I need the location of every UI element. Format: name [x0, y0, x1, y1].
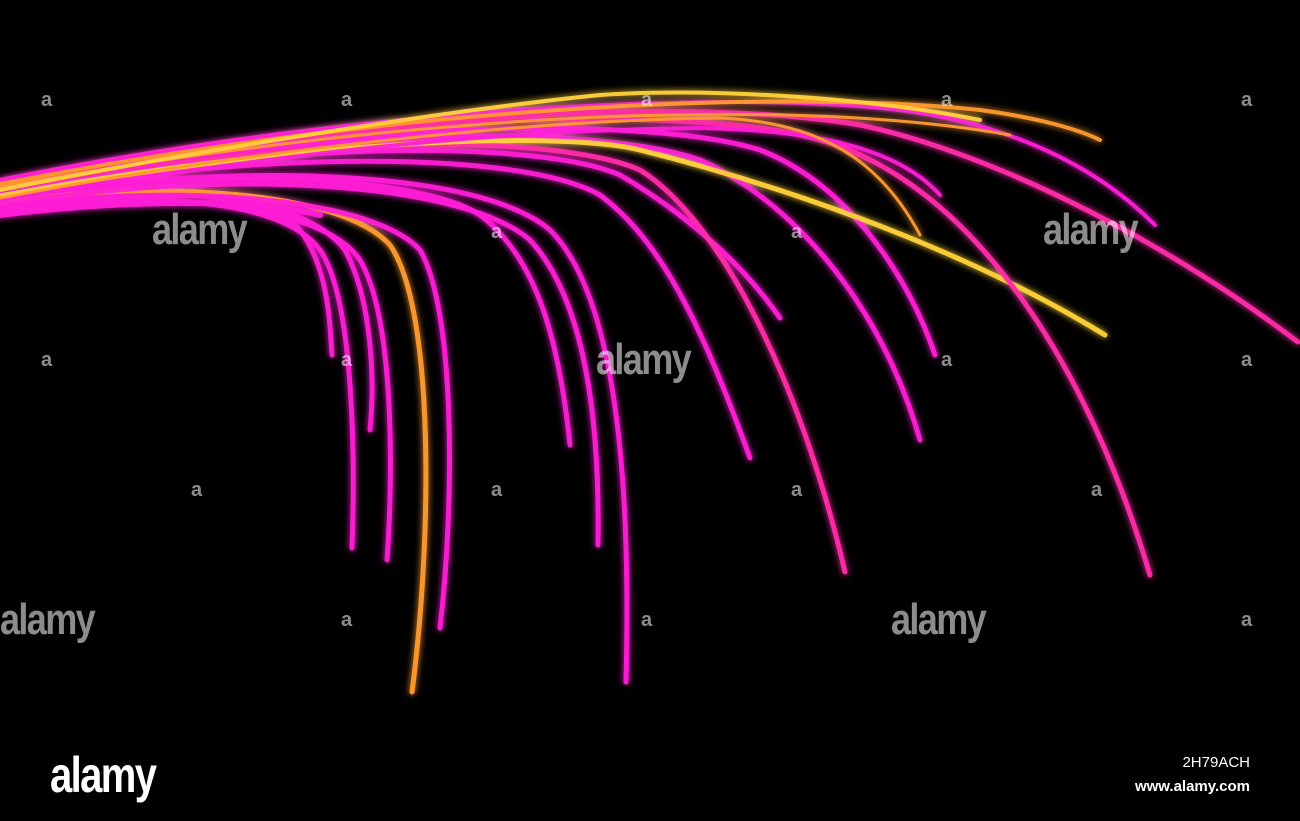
- watermark-letter: a: [1241, 349, 1253, 371]
- watermark-letter: a: [341, 349, 353, 371]
- watermark-text: alamy: [152, 205, 248, 254]
- light-strand: [0, 134, 923, 443]
- light-strand: [0, 181, 601, 548]
- watermark-letter: a: [491, 479, 503, 501]
- light-strand: [0, 173, 630, 685]
- watermark-text: alamy: [596, 335, 692, 384]
- watermark-letter: a: [641, 89, 653, 111]
- watermark-letter: a: [791, 221, 803, 243]
- image-id: 2H79ACH: [1182, 754, 1250, 771]
- watermark-letter: a: [341, 609, 353, 631]
- light-strands: [0, 90, 1300, 695]
- watermark-letter: a: [191, 479, 203, 501]
- watermark-text: alamy: [1043, 205, 1139, 254]
- watermark-text: alamy: [0, 595, 96, 644]
- light-strand: [0, 197, 393, 563]
- watermark-letter: a: [791, 479, 803, 501]
- light-strand: [0, 188, 429, 695]
- light-strand: [0, 90, 982, 192]
- watermark-letter: a: [1241, 609, 1253, 631]
- watermark-letter: a: [1091, 479, 1103, 501]
- watermark-letter: a: [1241, 89, 1253, 111]
- watermark-text: alamy: [891, 595, 987, 644]
- watermark-letter: a: [641, 609, 653, 631]
- watermark-letter: a: [41, 349, 53, 371]
- watermark-letter: a: [341, 89, 353, 111]
- light-strand: [0, 116, 922, 237]
- alamy-logo: alamy: [50, 747, 157, 803]
- light-strand: [0, 125, 942, 202]
- watermark-letter: a: [491, 221, 503, 243]
- watermark-letter: a: [41, 89, 53, 111]
- site-url: www.alamy.com: [1134, 778, 1250, 795]
- light-strand: [0, 192, 453, 631]
- light-strand: [0, 141, 848, 575]
- watermark-letter: a: [941, 349, 953, 371]
- light-strand: [0, 200, 323, 218]
- watermark-letter: a: [941, 89, 953, 111]
